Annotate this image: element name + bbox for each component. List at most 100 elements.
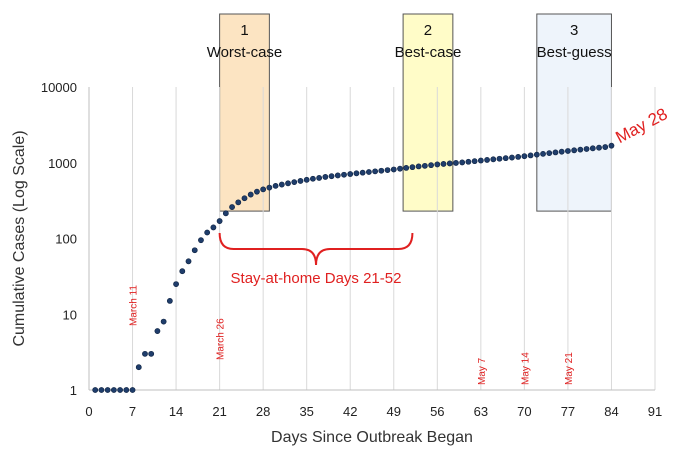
data-point bbox=[471, 158, 478, 165]
data-point bbox=[359, 169, 366, 176]
data-point bbox=[92, 387, 99, 393]
data-point bbox=[154, 328, 161, 334]
data-point bbox=[403, 165, 410, 171]
data-point bbox=[334, 172, 341, 179]
data-point bbox=[372, 168, 379, 175]
x-tick-label: 21 bbox=[212, 404, 226, 419]
y-tick-label: 100 bbox=[55, 232, 77, 247]
scenario-box-number: 2 bbox=[424, 22, 432, 39]
data-point bbox=[135, 364, 142, 371]
data-point bbox=[477, 157, 484, 164]
data-point bbox=[515, 153, 522, 160]
data-point bbox=[540, 150, 546, 157]
date-label: May 14 bbox=[520, 352, 531, 385]
stay-at-home-label: Stay-at-home Days 21-52 bbox=[231, 270, 402, 287]
tick-labels: 0 7 14 21 28 35 42 49 56 63 70 77 84 91 1 10 100 1000 1000… bbox=[41, 80, 662, 419]
data-point bbox=[527, 152, 534, 159]
x-tick-label: 7 bbox=[129, 404, 136, 419]
data-point bbox=[173, 281, 179, 288]
data-point bbox=[552, 149, 559, 156]
y-tick-label: 1 bbox=[70, 383, 77, 398]
data-point bbox=[415, 163, 422, 170]
scenario-box-label: Best-case bbox=[395, 44, 462, 61]
scenario-box-3 bbox=[536, 13, 612, 212]
x-tick-label: 70 bbox=[517, 404, 531, 419]
data-point bbox=[421, 162, 428, 169]
end-date-label: May 28 bbox=[612, 104, 670, 147]
y-tick-label: 1000 bbox=[48, 156, 77, 171]
data-point bbox=[390, 166, 397, 173]
data-point bbox=[502, 155, 509, 162]
scenario-box-number: 1 bbox=[240, 22, 248, 39]
scenario-box-number: 3 bbox=[570, 22, 578, 39]
data-point bbox=[316, 175, 323, 181]
data-point bbox=[110, 387, 117, 393]
data-point bbox=[303, 176, 310, 183]
scenario-box-label: Worst-case bbox=[207, 44, 283, 61]
data-point bbox=[509, 154, 515, 161]
x-tick-label: 63 bbox=[474, 404, 488, 419]
data-point bbox=[278, 181, 285, 188]
data-point bbox=[185, 258, 192, 265]
data-point bbox=[546, 150, 553, 157]
data-point bbox=[428, 162, 434, 169]
date-label: May 21 bbox=[564, 352, 575, 385]
x-tick-label: 14 bbox=[169, 404, 183, 419]
data-point bbox=[210, 224, 217, 231]
data-point bbox=[577, 146, 584, 153]
grid bbox=[132, 87, 656, 390]
data-point bbox=[533, 151, 540, 158]
data-point bbox=[365, 169, 372, 175]
data-point bbox=[285, 180, 291, 187]
data-point bbox=[602, 144, 609, 150]
data-point bbox=[160, 318, 167, 325]
data-point bbox=[272, 182, 279, 189]
date-label: March 26 bbox=[216, 318, 227, 360]
date-label: May 7 bbox=[477, 357, 488, 385]
data-point bbox=[558, 148, 565, 155]
data-point bbox=[521, 153, 528, 160]
data-point bbox=[341, 171, 347, 178]
data-point bbox=[484, 157, 490, 163]
data-point bbox=[198, 237, 204, 244]
data-point bbox=[490, 156, 497, 163]
data-point bbox=[378, 167, 385, 174]
scenario-box-label: Best-guess bbox=[537, 44, 612, 61]
data-point bbox=[98, 387, 105, 393]
data-point bbox=[123, 387, 130, 393]
data-point bbox=[465, 158, 472, 165]
stay-at-home-brace bbox=[218, 232, 414, 266]
data-point bbox=[409, 164, 416, 171]
data-point bbox=[297, 178, 304, 184]
x-tick-label: 91 bbox=[648, 404, 662, 419]
data-point bbox=[453, 160, 459, 166]
data-point bbox=[322, 174, 329, 180]
data-point bbox=[347, 171, 354, 177]
data-point bbox=[353, 170, 360, 177]
date-label: March 11 bbox=[129, 285, 140, 326]
data-point bbox=[596, 144, 602, 151]
axes bbox=[88, 87, 655, 391]
data-point bbox=[254, 188, 260, 195]
data-point bbox=[583, 146, 590, 152]
scenario-box-1 bbox=[219, 13, 270, 212]
y-axis-title: Cumulative Cases (Log Scale) bbox=[11, 130, 28, 346]
data-point bbox=[179, 268, 186, 275]
data-point bbox=[446, 160, 453, 167]
data-point bbox=[440, 161, 447, 167]
data-point bbox=[166, 298, 173, 304]
data-point bbox=[204, 229, 211, 236]
y-tick-label: 10 bbox=[63, 307, 77, 322]
data-point bbox=[571, 147, 578, 154]
data-point bbox=[589, 145, 596, 152]
data-point bbox=[496, 155, 503, 162]
x-tick-label: 35 bbox=[299, 404, 313, 419]
x-axis-title: Days Since Outbreak Began bbox=[271, 429, 473, 446]
data-point bbox=[142, 350, 148, 357]
data-point bbox=[129, 387, 136, 393]
y-tick-label: 10000 bbox=[41, 80, 77, 95]
data-point bbox=[434, 161, 441, 168]
data-point bbox=[117, 387, 123, 393]
